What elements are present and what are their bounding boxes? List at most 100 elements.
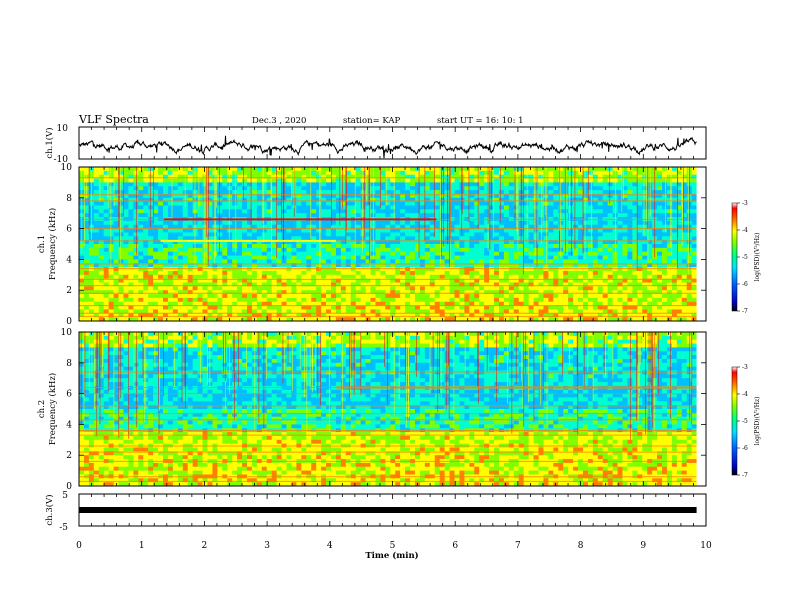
- ch1-spectrogram-cell: [197, 201, 203, 206]
- ch1-spectrogram-cell: [578, 174, 584, 179]
- ch1-spectrogram-cell: [316, 263, 322, 268]
- ch1-spectrogram-cell: [365, 236, 371, 241]
- ch1-spectrogram-cell: [568, 294, 574, 299]
- ch1-spectrogram-cell: [642, 220, 648, 226]
- ch1-spectrogram-cell: [464, 232, 470, 237]
- ch1-spectrogram-cell: [666, 282, 673, 287]
- ch1-spectrogram-cell: [498, 197, 505, 203]
- ch1-spectrogram-cell: [454, 282, 460, 287]
- ch1-spectrogram-cell: [597, 213, 604, 218]
- ch1-spectrogram-cell: [370, 297, 376, 303]
- ch1-spectrogram-cell: [335, 255, 342, 260]
- ch1-spectrogram-cell: [133, 197, 139, 203]
- ch1-spectrogram-cell: [256, 174, 263, 179]
- ch1-spectrogram-cell: [543, 232, 549, 237]
- ch1-spectrogram-cell: [528, 209, 534, 214]
- ch1-spectrogram-cell: [405, 267, 411, 272]
- ch1-spectrogram-cell: [217, 297, 223, 303]
- ch1-spectrogram-cell: [286, 232, 292, 237]
- ch1-spectrogram-cell: [424, 267, 431, 272]
- ch1-spectrogram-cell: [528, 240, 534, 245]
- ch1-spectrogram-cell: [548, 278, 554, 283]
- ch1-spectrogram-cell: [375, 190, 381, 195]
- ch1-spectrogram-cell: [558, 297, 564, 303]
- ch1-spectrogram-cell: [182, 313, 189, 318]
- ch1-spectrogram-cell: [469, 305, 475, 310]
- ch1-spectrogram-cell: [597, 313, 604, 318]
- ch1-spectrogram-cell: [182, 270, 189, 276]
- ch1-spectrogram-cell: [691, 294, 697, 299]
- ch1-spectrogram-cell: [429, 224, 436, 229]
- ch1-spectrogram-cell: [676, 174, 683, 179]
- ch1-spectrogram-cell: [607, 263, 613, 268]
- ch1-spectrogram-cell: [246, 297, 253, 303]
- ch1-spectrogram-cell: [276, 182, 282, 187]
- ch1-spectrogram-cell: [395, 236, 401, 241]
- ch1-spectrogram-cell: [494, 305, 500, 310]
- ch1-spectrogram-cell: [573, 186, 579, 191]
- ch1-spectrogram-cell: [266, 197, 273, 203]
- ch1-spectrogram-cell: [311, 240, 317, 245]
- ch1-spectrogram-cell: [222, 286, 228, 291]
- ch1-spectrogram-cell: [681, 236, 688, 241]
- ch1-spectrogram-cell: [227, 274, 233, 280]
- ch1-spectrogram-cell: [330, 232, 337, 237]
- ch1-spectrogram-cell: [256, 186, 263, 191]
- ch1-spectrogram-cell: [474, 274, 480, 280]
- ch1-spectrogram-cell: [148, 178, 154, 183]
- ch1-spectrogram-cell: [454, 247, 460, 253]
- ch1-spectrogram-cell: [464, 220, 470, 226]
- ch1-spectrogram-cell: [513, 244, 520, 249]
- ch1-spectrogram-cell: [400, 224, 406, 229]
- ch1-spectrogram-cell: [380, 274, 386, 280]
- ch1-spectrogram-cell: [622, 178, 628, 183]
- ch1-spectrogram-cell: [242, 290, 248, 295]
- ch1-spectrogram-cell: [582, 170, 589, 176]
- ch1-spectrogram-cell: [242, 305, 248, 310]
- ch1-spectrogram-cell: [479, 290, 485, 295]
- ch1-spectrogram-cell: [143, 290, 149, 295]
- ch1-spectrogram-cell: [414, 263, 421, 268]
- ch1-spectrogram-cell: [301, 228, 307, 233]
- ch1-spectrogram-cell: [573, 270, 579, 276]
- ch1-spectrogram-cell: [306, 205, 312, 210]
- ch1-spectrogram-cell: [553, 267, 559, 272]
- ch1-spectrogram-cell: [261, 244, 268, 249]
- ch1-spectrogram-cell: [429, 297, 436, 303]
- ch1-spectrogram-cell: [355, 213, 362, 218]
- ch1-spectrogram-cell: [375, 186, 381, 191]
- ch1-spectrogram-cell: [479, 236, 485, 241]
- ch1-spectrogram-cell: [390, 201, 396, 206]
- ch1-spectrogram-cell: [182, 309, 189, 314]
- ch1-spectrogram-cell: [622, 247, 628, 253]
- ch1-spectrogram-cell: [676, 236, 683, 241]
- ch1-spectrogram-cell: [301, 205, 307, 210]
- ch1-spectrogram-cell: [335, 247, 342, 253]
- ch1-spectrogram-cell: [271, 305, 278, 310]
- ch1-spectrogram-cell: [261, 286, 268, 291]
- ch1-spectrogram-cell: [414, 244, 421, 249]
- ch1-spectrogram-cell: [612, 282, 618, 287]
- ch1-spectrogram-cell: [360, 228, 366, 233]
- ch1-spectrogram-cell: [612, 205, 618, 210]
- ch1-spectrogram-cell: [335, 290, 342, 295]
- ch1-spectrogram-cell: [237, 282, 243, 287]
- ch1-spectrogram-cell: [587, 174, 594, 179]
- ch1-spectrogram-cell: [518, 259, 525, 264]
- ch1-spectrogram-cell: [222, 190, 228, 195]
- ch1-spectrogram-cell: [355, 209, 362, 214]
- ch1-spectrogram-cell: [227, 297, 233, 303]
- ch1-spectrogram-cell: [533, 201, 539, 206]
- ch1-spectrogram-cell: [345, 209, 352, 214]
- ch1-spectrogram-cell: [592, 224, 599, 229]
- ch1-spectrogram-cell: [454, 278, 460, 283]
- ch1-spectrogram-cell: [691, 263, 697, 268]
- ch1-spectrogram-cell: [138, 251, 144, 256]
- ch1-spectrogram-cell: [246, 305, 253, 310]
- ch1-spectrogram-cell: [578, 201, 584, 206]
- ch1-spectrogram-cell: [345, 301, 352, 306]
- ch1-spectrogram-cell: [568, 290, 574, 295]
- ch1-spectrogram-cell: [330, 228, 337, 233]
- ch1-spectrogram-cell: [563, 251, 569, 256]
- ch1-spectrogram-cell: [118, 220, 124, 226]
